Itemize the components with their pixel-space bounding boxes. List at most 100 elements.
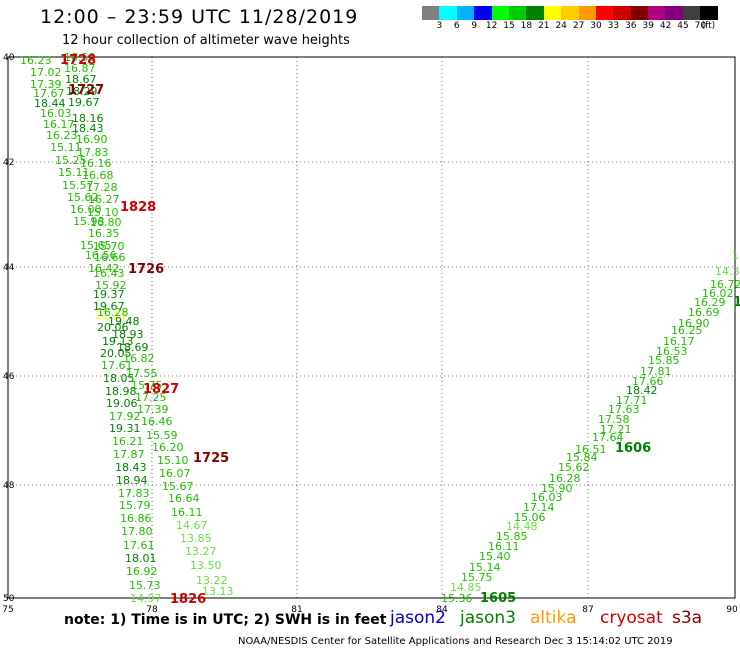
wave-height-label: 15.79 (119, 499, 151, 512)
wave-height-label: 16.87 (64, 62, 96, 75)
wave-height-label: 14.85 (450, 581, 482, 594)
wave-height-label: 16.17 (663, 335, 695, 348)
wave-height-label: 16.92 (126, 565, 158, 578)
legend-label: 39 (642, 21, 654, 31)
legend-label: 42 (659, 21, 672, 31)
legend-label: 45 (677, 21, 689, 31)
wave-height-label: 15.06 (514, 511, 546, 524)
wave-height-label: 15.75 (131, 379, 163, 392)
pass-time-label: 1605 (480, 591, 517, 606)
wave-height-label: 16.20 (152, 441, 184, 454)
wave-height-label: 15.62 (558, 461, 590, 474)
wave-height-label: 15.85 (648, 354, 680, 367)
wave-height-label: 15.65 (80, 239, 112, 252)
wave-height-label: 15.75 (461, 571, 493, 584)
pass-time-label: 1826 (170, 592, 207, 607)
wave-height-label: 16.43 (93, 267, 125, 280)
wave-height-label: 17.21 (600, 423, 632, 436)
wave-height-label: 17.92 (109, 410, 141, 423)
wave-height-label: 19.37 (93, 288, 125, 301)
wave-height-label: 17.61 (101, 359, 133, 372)
satellite-name: jason2 (390, 608, 446, 628)
wave-height-label: 17.81 (640, 365, 672, 378)
legend-swatch (491, 6, 509, 20)
wave-height-label: 18.67 (65, 73, 97, 86)
wave-height-label: 16.53 (656, 345, 688, 358)
wave-height-label: 15.14 (469, 561, 501, 574)
wave-height-label: 15.25 (55, 154, 87, 167)
color-legend-labels: 3 6 9 12 15 18 21 24 27 30 33 36 39 42 45 70 (ft) (422, 21, 732, 35)
wave-height-label: 13.85 (180, 532, 212, 545)
legend-label: 12 (485, 21, 498, 31)
wave-height-label: 15.11 (58, 166, 90, 179)
longitude-label: 87 (582, 605, 594, 615)
wave-height-label: 17.02 (30, 66, 62, 79)
wave-height-label: 19.31 (109, 422, 141, 435)
latitude-label: 44 (3, 263, 15, 273)
wave-height-label: 16.11 (488, 540, 520, 553)
wave-height-label: 16.29 (694, 296, 726, 309)
wave-height-label: 14.97 (130, 592, 162, 605)
legend-label: 30 (590, 21, 602, 31)
wave-height-label: 15.62 (67, 191, 99, 204)
wave-height-label: 19.67 (93, 300, 125, 313)
wave-height-label: 14.48 (506, 520, 538, 533)
wave-height-label: 17.80 (121, 525, 153, 538)
wave-height-label: 17.66 (632, 375, 664, 388)
wave-height-label: 16.42 (88, 262, 120, 275)
wave-height-label: 16.64 (168, 492, 200, 505)
legend-swatch (613, 6, 631, 20)
wave-height-label: 20.05 (100, 347, 132, 360)
wave-height-label: 17.28 (86, 181, 118, 194)
wave-height-label: 16.17 (43, 118, 75, 131)
legend-swatch (630, 6, 649, 20)
wave-height-label: 19.48 (108, 315, 140, 328)
wave-height-label: 15.84 (566, 451, 598, 464)
legend-swatch (439, 6, 457, 20)
wave-height-label: 19.13 (102, 335, 134, 348)
wave-height-label: 17.39 (137, 403, 169, 416)
wave-height-label: 17.39 (30, 78, 62, 91)
wave-height-label: 15.59 (146, 429, 178, 442)
footer-note: note: 1) Time is in UTC; 2) SWH is in fe… (64, 612, 387, 628)
legend-label: 21 (538, 21, 550, 31)
legend-label: (ft) (701, 21, 716, 31)
legend-swatch (543, 6, 562, 20)
wave-height-label: 16.16 (80, 157, 112, 170)
satellite-name: s3a (672, 608, 703, 628)
wave-height-label: 17.25 (135, 391, 167, 404)
wave-height-label: 17.71 (616, 394, 648, 407)
wave-height-label: 16.56 (85, 249, 117, 262)
pass-time-label: 1726 (128, 262, 165, 277)
wave-height-label: 17.58 (598, 413, 630, 426)
wave-height-label: 18.42 (626, 384, 658, 397)
wave-height-label: 19.06 (106, 397, 138, 410)
wave-height-label: 15.73 (129, 579, 161, 592)
legend-swatch (665, 6, 683, 20)
wave-height-label: 16.23 (20, 54, 52, 67)
wave-height-label: 15.85 (496, 530, 528, 543)
legend-swatch (578, 6, 596, 20)
wave-height-label: 15.93 (73, 215, 105, 228)
latitude-label: 40 (3, 53, 15, 63)
wave-height-label: 18.93 (112, 328, 144, 341)
legend-swatch (682, 6, 701, 20)
longitude-label: 84 (436, 605, 448, 615)
satellite-name: cryosat (600, 608, 663, 628)
wave-height-label: 20.06 (97, 321, 129, 334)
wave-height-label: 16.07 (159, 467, 191, 480)
wave-height-label: 16.28 (549, 472, 581, 485)
legend-label: 27 (572, 21, 585, 31)
wave-height-label: 15.10 (157, 454, 189, 467)
wave-height-label: 18.43 (115, 461, 147, 474)
legend-label: 33 (607, 21, 620, 31)
longitude-label: 75 (2, 605, 14, 615)
legend-swatch (456, 6, 475, 20)
wave-height-label: 17.67 (33, 87, 65, 100)
wave-height-label: 17.83 (118, 487, 150, 500)
pass-time-label: 1828 (120, 200, 157, 215)
wave-height-label: 18.69 (117, 341, 149, 354)
wave-height-label: 18.43 (72, 122, 104, 135)
legend-label: 70 (694, 21, 707, 31)
satellite-name: altika (530, 608, 577, 628)
